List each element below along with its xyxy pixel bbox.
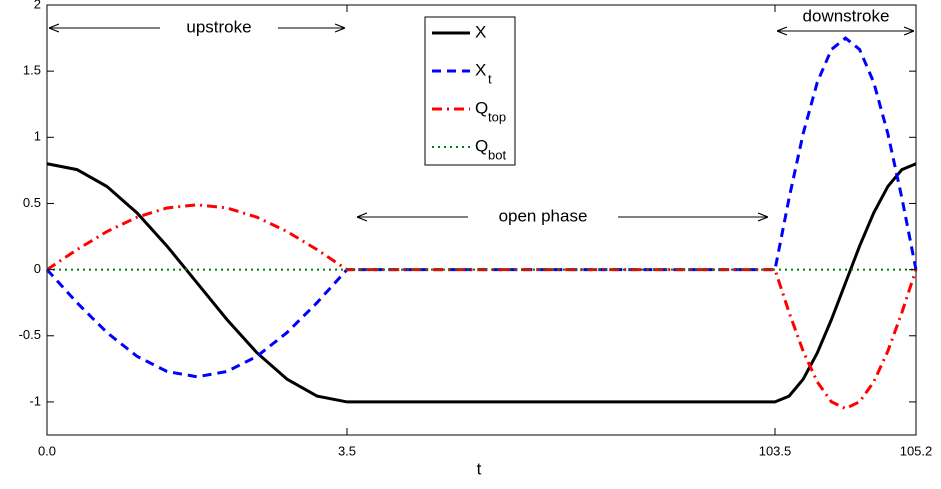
- x-tick-label: 103.5: [759, 443, 792, 458]
- annotation: upstroke: [186, 17, 251, 36]
- legend-subscript: bot: [488, 147, 506, 162]
- series-line: [45, 36, 918, 379]
- series-line: [46, 162, 917, 404]
- legend-subscript: t: [488, 71, 492, 86]
- legend-subscript: top: [488, 109, 506, 124]
- legend-label: Q: [475, 136, 488, 155]
- legend-label: Q: [475, 98, 488, 117]
- legend-label: X: [475, 60, 486, 79]
- y-tick-label: -0.5: [19, 327, 41, 342]
- annotation: downstroke: [803, 6, 890, 25]
- x-tick-label: 105.2: [900, 443, 933, 458]
- legend: [424, 16, 516, 166]
- y-tick-label: 1.5: [23, 63, 41, 78]
- y-tick-label: 0.5: [23, 195, 41, 210]
- y-tick-label: 1: [34, 129, 41, 144]
- x-axis-label: t: [477, 459, 482, 478]
- y-tick-label: 2: [34, 0, 41, 11]
- x-tick-label: 3.5: [338, 443, 356, 458]
- annotation: open phase: [499, 206, 588, 225]
- y-tick-label: 0: [34, 261, 41, 276]
- legend-label: X: [475, 22, 486, 41]
- y-tick-label: -1: [29, 393, 41, 408]
- x-tick-label: 0.0: [38, 443, 56, 458]
- series-line: [46, 203, 918, 411]
